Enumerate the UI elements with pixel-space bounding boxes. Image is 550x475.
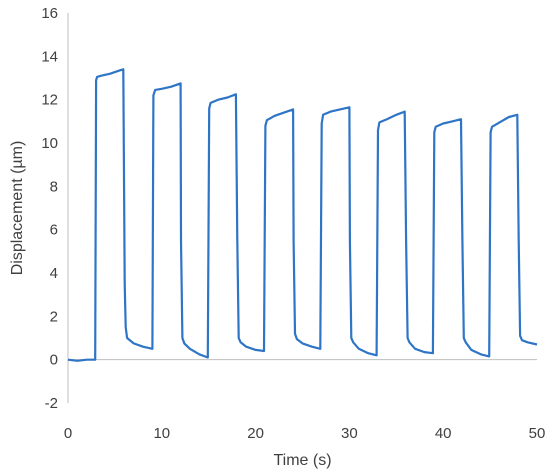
x-axis-tick-labels: 0 10 20 30 40 50	[64, 425, 546, 442]
x-tick-label: 0	[64, 425, 72, 442]
y-tick-label: 0	[50, 352, 58, 369]
x-tick-label: 30	[341, 425, 358, 442]
x-tick-label: 20	[247, 425, 264, 442]
y-tick-label: 12	[41, 92, 58, 109]
x-tick-label: 40	[435, 425, 452, 442]
y-tick-label: -2	[45, 395, 58, 412]
y-tick-label: 16	[41, 5, 58, 22]
series-layer	[67, 68, 538, 362]
x-tick-label: 50	[529, 425, 546, 442]
y-axis-tick-labels: -2 0 2 4 6 8 10 12 14 16	[41, 5, 58, 412]
x-axis-title: Time (s)	[273, 452, 331, 469]
y-axis-title: Displacement (µm)	[9, 141, 26, 276]
y-tick-label: 10	[41, 135, 58, 152]
y-tick-label: 6	[50, 222, 58, 239]
y-tick-label: 14	[41, 48, 58, 65]
y-tick-label: 8	[50, 178, 58, 195]
x-tick-label: 10	[153, 425, 170, 442]
y-tick-label: 2	[50, 308, 58, 325]
displacement-series-line	[67, 68, 538, 362]
y-tick-label: 4	[50, 265, 58, 282]
